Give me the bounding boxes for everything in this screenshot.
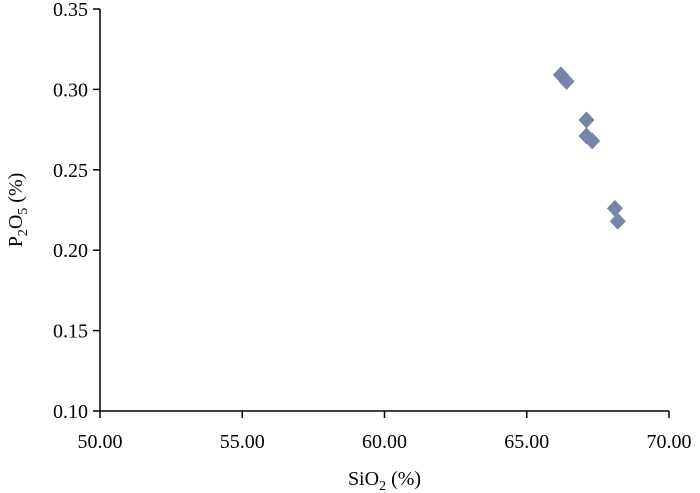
y-tick-label: 0.25 xyxy=(53,160,88,182)
x-axis-title: SiO2 (%) xyxy=(348,468,421,493)
x-tick-label: 60.00 xyxy=(362,431,407,453)
x-axis-ticks: 50.00 55.00 60.00 65.00 70.00 xyxy=(78,411,692,453)
x-tick-label: 55.00 xyxy=(220,431,265,453)
x-tick-label: 70.00 xyxy=(647,431,692,453)
y-tick-label: 0.30 xyxy=(53,79,88,101)
data-points xyxy=(552,66,626,230)
data-point xyxy=(584,132,601,150)
x-tick-label: 65.00 xyxy=(504,431,549,453)
y-tick-label: 0.15 xyxy=(53,321,88,343)
y-tick-label: 0.10 xyxy=(53,401,88,423)
x-tick-label: 50.00 xyxy=(78,431,123,453)
y-axis-ticks: 0.10 0.15 0.20 0.25 0.30 0.35 xyxy=(53,0,100,423)
data-point xyxy=(606,199,623,217)
data-point xyxy=(578,111,595,129)
y-axis-title: P2O5 (%) xyxy=(5,173,31,248)
data-point xyxy=(558,72,575,90)
y-tick-label: 0.20 xyxy=(53,240,88,262)
data-point xyxy=(609,212,626,230)
y-tick-label: 0.35 xyxy=(53,0,88,21)
